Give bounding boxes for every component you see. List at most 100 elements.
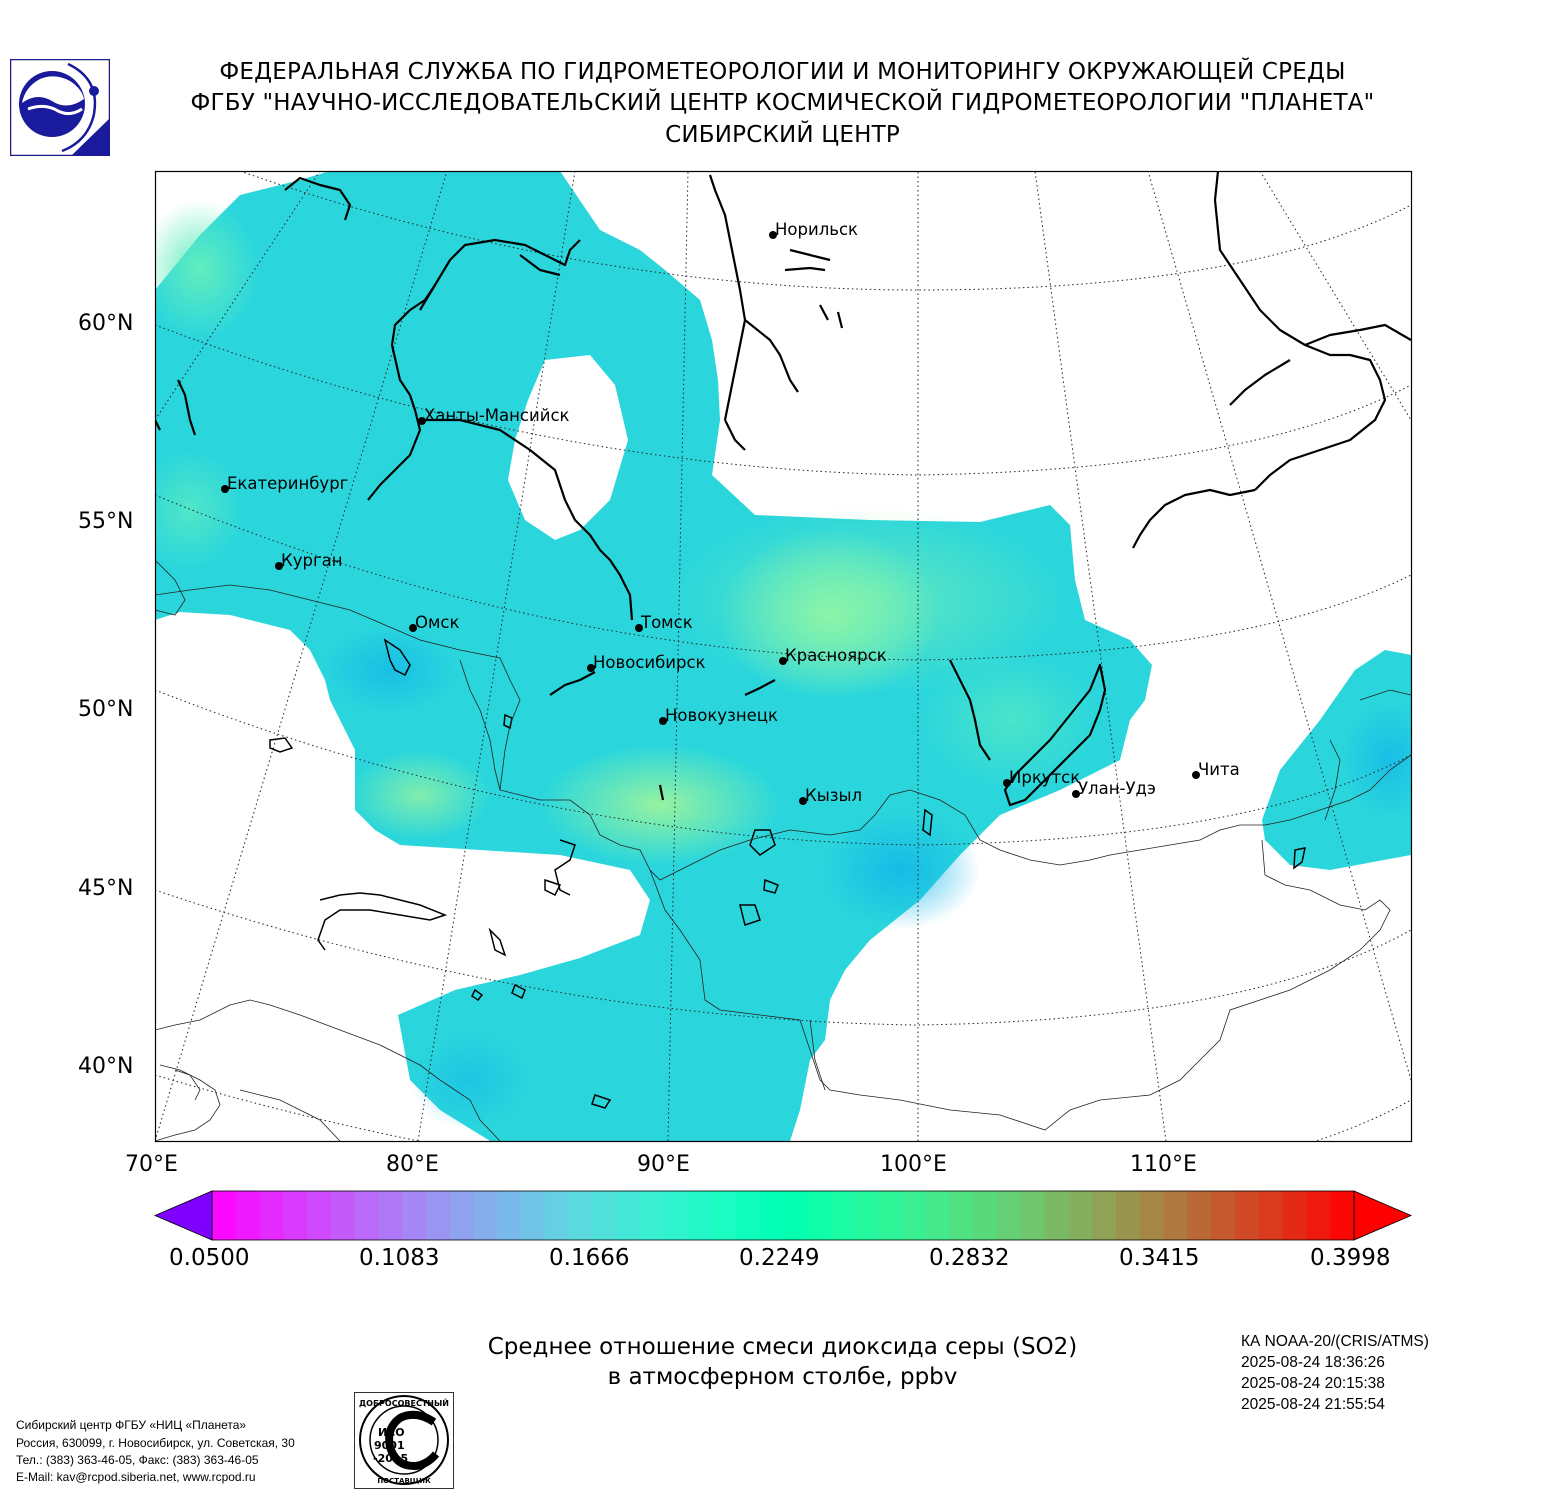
city-khanty-mansiysk: Ханты-Мансийск [418,406,570,425]
map-title-line-2: в атмосферном столбе, ppbv [607,1364,958,1390]
colorbar-segment [330,1191,356,1240]
colorbar-segment [806,1191,832,1240]
colorbar-tick: 0.2832 [929,1245,1010,1271]
colorbar-segment [235,1191,261,1240]
lat-label-40: 40°N [78,1054,134,1079]
colorbar-segment [212,1191,237,1240]
colorbar-segment [1044,1191,1070,1240]
colorbar-segment [283,1191,308,1240]
city-novosibirsk: Новосибирск [587,653,706,672]
colorbar-segment [664,1191,689,1240]
colorbar-segment [1211,1191,1236,1240]
city-kyzyl: Кызыл [799,786,862,805]
lat-label-60: 60°N [78,311,134,336]
header-line-3: СИБИРСКИЙ ЦЕНТР [665,122,900,148]
colorbar-segment [759,1191,784,1240]
coastlines-rivers [155,171,1411,807]
colorbar-segment [711,1191,737,1240]
colorbar-segment [545,1191,570,1240]
colorbar-tick: 0.2249 [739,1245,820,1271]
satellite-time: 2025-08-24 20:15:38 [1241,1375,1385,1392]
colorbar-segment [925,1191,951,1240]
lon-label-100: 100°E [880,1152,947,1177]
lon-label-110: 110°E [1130,1152,1197,1177]
footer-phone: Тел.: (383) 363-46-05, Факс: (383) 363-4… [16,1453,259,1467]
colorbar-tick: 0.3998 [1310,1245,1391,1271]
colorbar-segment [354,1191,380,1240]
colorbar-segment [687,1191,713,1240]
colorbar-min-extend [153,1190,213,1241]
colorbar-segment [1068,1191,1093,1240]
colorbar-segment [402,1191,427,1240]
city-irkutsk: Иркутск [1003,768,1080,787]
colorbar-segment [1187,1191,1212,1240]
colorbar-segment [997,1191,1022,1240]
colorbar-tick: 0.3415 [1119,1245,1200,1271]
svg-text:Томск: Томск [640,613,693,632]
colorbar-segment [1163,1191,1189,1240]
colorbar-segment [901,1191,927,1240]
colorbar-segment [497,1191,522,1240]
lon-label-70: 70°E [125,1152,178,1177]
colorbar-segment [783,1191,808,1240]
lon-label-80: 80°E [386,1152,439,1177]
svg-text:Новосибирск: Новосибирск [593,653,706,672]
svg-text:Иркутск: Иркутск [1009,768,1080,787]
svg-text:9001: 9001 [374,1439,405,1452]
iso-9001-badge-icon: ДОБРОСОВЕСТНЫЙ ИСО 9001 -2015 ПОСТАВЩИК [354,1392,454,1489]
colorbar-segment [1330,1191,1355,1240]
footer-address: Россия, 630099, г. Новосибирск, ул. Сове… [16,1436,295,1450]
svg-text:Красноярск: Красноярск [785,646,887,665]
svg-text:Улан-Удэ: Улан-Удэ [1078,779,1156,798]
colorbar-segment [1258,1191,1284,1240]
lat-label-45: 45°N [78,876,134,901]
colorbar [153,1190,1413,1241]
colorbar-tick: 0.0500 [169,1245,250,1271]
svg-text:Екатеринбург: Екатеринбург [227,474,348,493]
svg-text:-2015: -2015 [373,1452,408,1465]
colorbar-segment [592,1191,618,1240]
colorbar-segment [568,1191,594,1240]
satellite-name: КА NOAA-20/(CRIS/ATMS) [1241,1333,1429,1350]
city-tomsk: Томск [635,613,693,632]
colorbar-max-extend [1353,1190,1413,1241]
colorbar-segment [878,1191,903,1240]
colorbar-segment [307,1191,332,1240]
colorbar-segment [1306,1191,1331,1240]
colorbar-segment [973,1191,998,1240]
data-field: Норильск Ханты-Мансийск Екатеринбург Кур… [155,171,1411,1141]
colorbar-segment [449,1191,475,1240]
svg-text:Курган: Курган [281,551,343,570]
colorbar-segment [1116,1191,1141,1240]
graticule [155,171,1411,1141]
svg-text:ПОСТАВЩИК: ПОСТАВЩИК [377,1477,431,1485]
city-novokuznetsk: Новокузнецк [659,706,778,725]
svg-text:ИСО: ИСО [378,1426,405,1439]
svg-text:Кызыл: Кызыл [805,786,862,805]
colorbar-segment [616,1191,641,1240]
colorbar-segment [735,1191,760,1240]
colorbar-frame [211,1190,1355,1241]
colorbar-segment [1020,1191,1046,1240]
svg-text:Омск: Омск [415,613,460,632]
satellite-time: 2025-08-24 18:36:26 [1241,1354,1385,1371]
colorbar-segment [854,1191,879,1240]
colorbar-segment [1139,1191,1165,1240]
colorbar-segment [640,1191,665,1240]
city-chita: Чита [1192,760,1240,779]
colorbar-segment [473,1191,499,1240]
borders [155,559,1411,1141]
map-frame [154,170,1413,1143]
cities: Норильск Ханты-Мансийск Екатеринбург Кур… [221,220,1240,805]
footer-email: E-Mail: kav@rcpod.siberia.net, www.rcpod… [16,1470,256,1484]
colorbar-segment [259,1191,284,1240]
city-yekaterinburg: Екатеринбург [221,474,348,493]
city-ulan-ude: Улан-Удэ [1072,779,1156,798]
svg-text:Норильск: Норильск [775,220,858,239]
colorbar-segment [1235,1191,1260,1240]
svg-text:Новокузнецк: Новокузнецк [665,706,778,725]
lat-label-50: 50°N [78,697,134,722]
city-krasnoyarsk: Красноярск [779,646,887,665]
colorbar-segment [949,1191,974,1240]
colorbar-tick: 0.1083 [359,1245,440,1271]
